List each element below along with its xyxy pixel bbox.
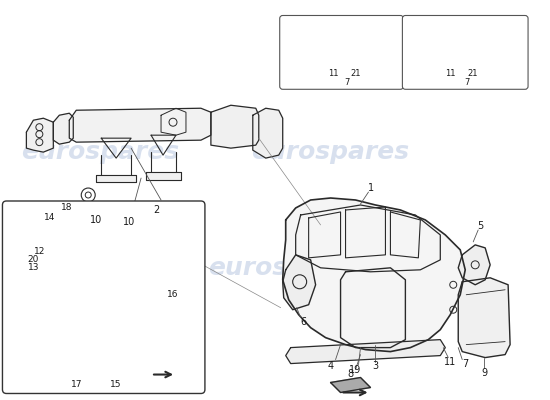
Polygon shape	[151, 260, 191, 312]
FancyBboxPatch shape	[2, 201, 205, 394]
Text: 12: 12	[34, 247, 45, 256]
Polygon shape	[458, 245, 490, 285]
FancyBboxPatch shape	[403, 16, 528, 89]
Text: 10: 10	[123, 217, 135, 227]
Polygon shape	[64, 240, 161, 278]
FancyBboxPatch shape	[280, 16, 403, 89]
Polygon shape	[146, 172, 181, 180]
Text: eurospares: eurospares	[251, 140, 410, 164]
Text: 10: 10	[90, 215, 102, 225]
Circle shape	[72, 253, 155, 337]
Text: 1: 1	[368, 183, 375, 193]
Text: 13: 13	[28, 263, 39, 272]
Text: 15: 15	[111, 380, 122, 389]
Text: 18: 18	[60, 204, 72, 212]
Text: eurospares: eurospares	[21, 256, 179, 280]
Text: 8: 8	[348, 368, 354, 378]
Text: eurospares: eurospares	[21, 140, 179, 164]
Text: 14: 14	[43, 214, 55, 222]
Text: 5: 5	[477, 221, 483, 231]
Text: 7: 7	[462, 358, 469, 368]
Polygon shape	[129, 354, 169, 370]
Circle shape	[118, 348, 125, 355]
Circle shape	[106, 348, 113, 355]
Text: 7: 7	[465, 78, 470, 87]
Polygon shape	[211, 105, 258, 148]
Polygon shape	[96, 175, 136, 182]
Text: eurospares: eurospares	[208, 256, 366, 280]
Text: 6: 6	[301, 317, 307, 327]
Text: 4: 4	[327, 360, 334, 370]
Polygon shape	[285, 340, 446, 364]
Polygon shape	[283, 198, 465, 352]
Polygon shape	[79, 345, 101, 380]
Polygon shape	[36, 210, 121, 247]
Polygon shape	[458, 278, 510, 358]
Text: 19: 19	[349, 364, 362, 374]
Polygon shape	[331, 378, 371, 392]
Polygon shape	[283, 255, 316, 310]
Text: 11: 11	[445, 69, 455, 78]
Text: 17: 17	[70, 380, 82, 389]
Text: 7: 7	[344, 78, 349, 87]
Polygon shape	[89, 328, 137, 352]
Text: 21: 21	[350, 69, 361, 78]
Polygon shape	[253, 108, 283, 158]
Polygon shape	[419, 34, 492, 44]
Circle shape	[85, 267, 141, 323]
Polygon shape	[53, 113, 73, 144]
Text: 11: 11	[444, 356, 456, 366]
Polygon shape	[296, 34, 371, 44]
Text: 16: 16	[167, 290, 179, 299]
Text: 11: 11	[328, 69, 339, 78]
Text: 2: 2	[153, 205, 159, 215]
Polygon shape	[69, 108, 211, 142]
Text: 9: 9	[481, 368, 487, 378]
Text: 20: 20	[28, 255, 39, 264]
Text: 3: 3	[372, 360, 378, 370]
Polygon shape	[26, 118, 53, 152]
Text: 21: 21	[467, 69, 477, 78]
